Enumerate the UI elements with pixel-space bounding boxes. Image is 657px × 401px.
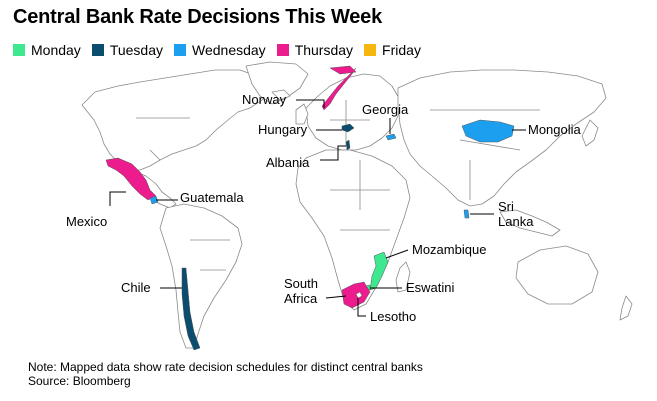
legend-label-monday: Monday	[31, 42, 81, 58]
madagascar-landmass	[395, 261, 411, 293]
label-georgia: Georgia	[362, 102, 409, 117]
country-georgia	[385, 133, 397, 141]
leader-mexico	[109, 191, 126, 206]
label-sri-lanka: Sri Lanka	[498, 199, 534, 229]
leader-norway	[296, 99, 325, 108]
country-norway	[321, 67, 357, 111]
country-guatemala	[149, 195, 159, 205]
leader-albania	[320, 145, 346, 161]
south-america-landmass	[159, 203, 243, 349]
country-mongolia	[461, 119, 515, 143]
legend-swatch-monday	[13, 44, 25, 56]
label-lesotho: Lesotho	[370, 309, 417, 324]
country-south-africa	[341, 281, 371, 309]
legend-item-tuesday: Tuesday	[91, 42, 163, 58]
legend-swatch-thursday	[276, 44, 289, 56]
japan-landmass	[581, 119, 599, 147]
label-south-africa: South Africa	[284, 276, 318, 306]
label-guatemala: Guatemala	[180, 190, 244, 205]
label-mexico: Mexico	[66, 214, 108, 229]
legend-label-wednesday: Wednesday	[192, 42, 266, 58]
legend-item-wednesday: Wednesday	[174, 42, 266, 58]
europe-landmass	[305, 73, 401, 151]
label-albania: Albania	[266, 155, 310, 170]
country-chile	[181, 267, 201, 351]
leader-lesotho	[357, 298, 366, 317]
footnote: Note: Mapped data show rate decision sch…	[28, 360, 423, 388]
legend: Monday Tuesday Wednesday Thursday Friday	[13, 42, 432, 58]
greenland-landmass	[245, 61, 309, 105]
country-borders	[136, 100, 540, 271]
chart-title: Central Bank Rate Decisions This Week	[13, 6, 383, 28]
legend-swatch-wednesday	[174, 44, 186, 56]
legend-label-thursday: Thursday	[294, 42, 354, 58]
legend-swatch-tuesday	[91, 44, 104, 56]
legend-item-monday: Monday	[13, 42, 81, 58]
north-america-landmass	[81, 69, 273, 171]
label-hungary: Hungary	[258, 122, 308, 137]
label-norway: Norway	[242, 92, 287, 107]
world-map	[81, 61, 633, 351]
country-albania	[345, 139, 351, 151]
iceland-landmass	[271, 89, 291, 101]
leader-mozambique	[385, 249, 409, 259]
label-chile: Chile	[121, 280, 151, 295]
legend-swatch-friday	[364, 44, 377, 56]
source-text: Source: Bloomberg	[28, 374, 131, 388]
legend-label-tuesday: Tuesday	[109, 42, 163, 58]
indonesia-landmass	[499, 209, 561, 237]
country-lesotho	[355, 291, 363, 299]
uk-landmass	[295, 103, 309, 125]
legend-label-friday: Friday	[382, 42, 421, 58]
new-zealand-landmass	[619, 295, 633, 321]
legend-item-thursday: Thursday	[276, 42, 354, 58]
label-eswatini: Eswatini	[406, 280, 455, 295]
australia-landmass	[515, 245, 599, 305]
country-hungary	[341, 123, 355, 133]
leader-south-africa	[325, 295, 347, 299]
country-norway-north	[329, 65, 357, 75]
country-sri-lanka	[463, 209, 470, 219]
label-mongolia: Mongolia	[528, 122, 581, 137]
legend-item-friday: Friday	[364, 42, 421, 58]
label-mozambique: Mozambique	[412, 242, 487, 257]
note-text: Note: Mapped data show rate decision sch…	[28, 360, 423, 374]
